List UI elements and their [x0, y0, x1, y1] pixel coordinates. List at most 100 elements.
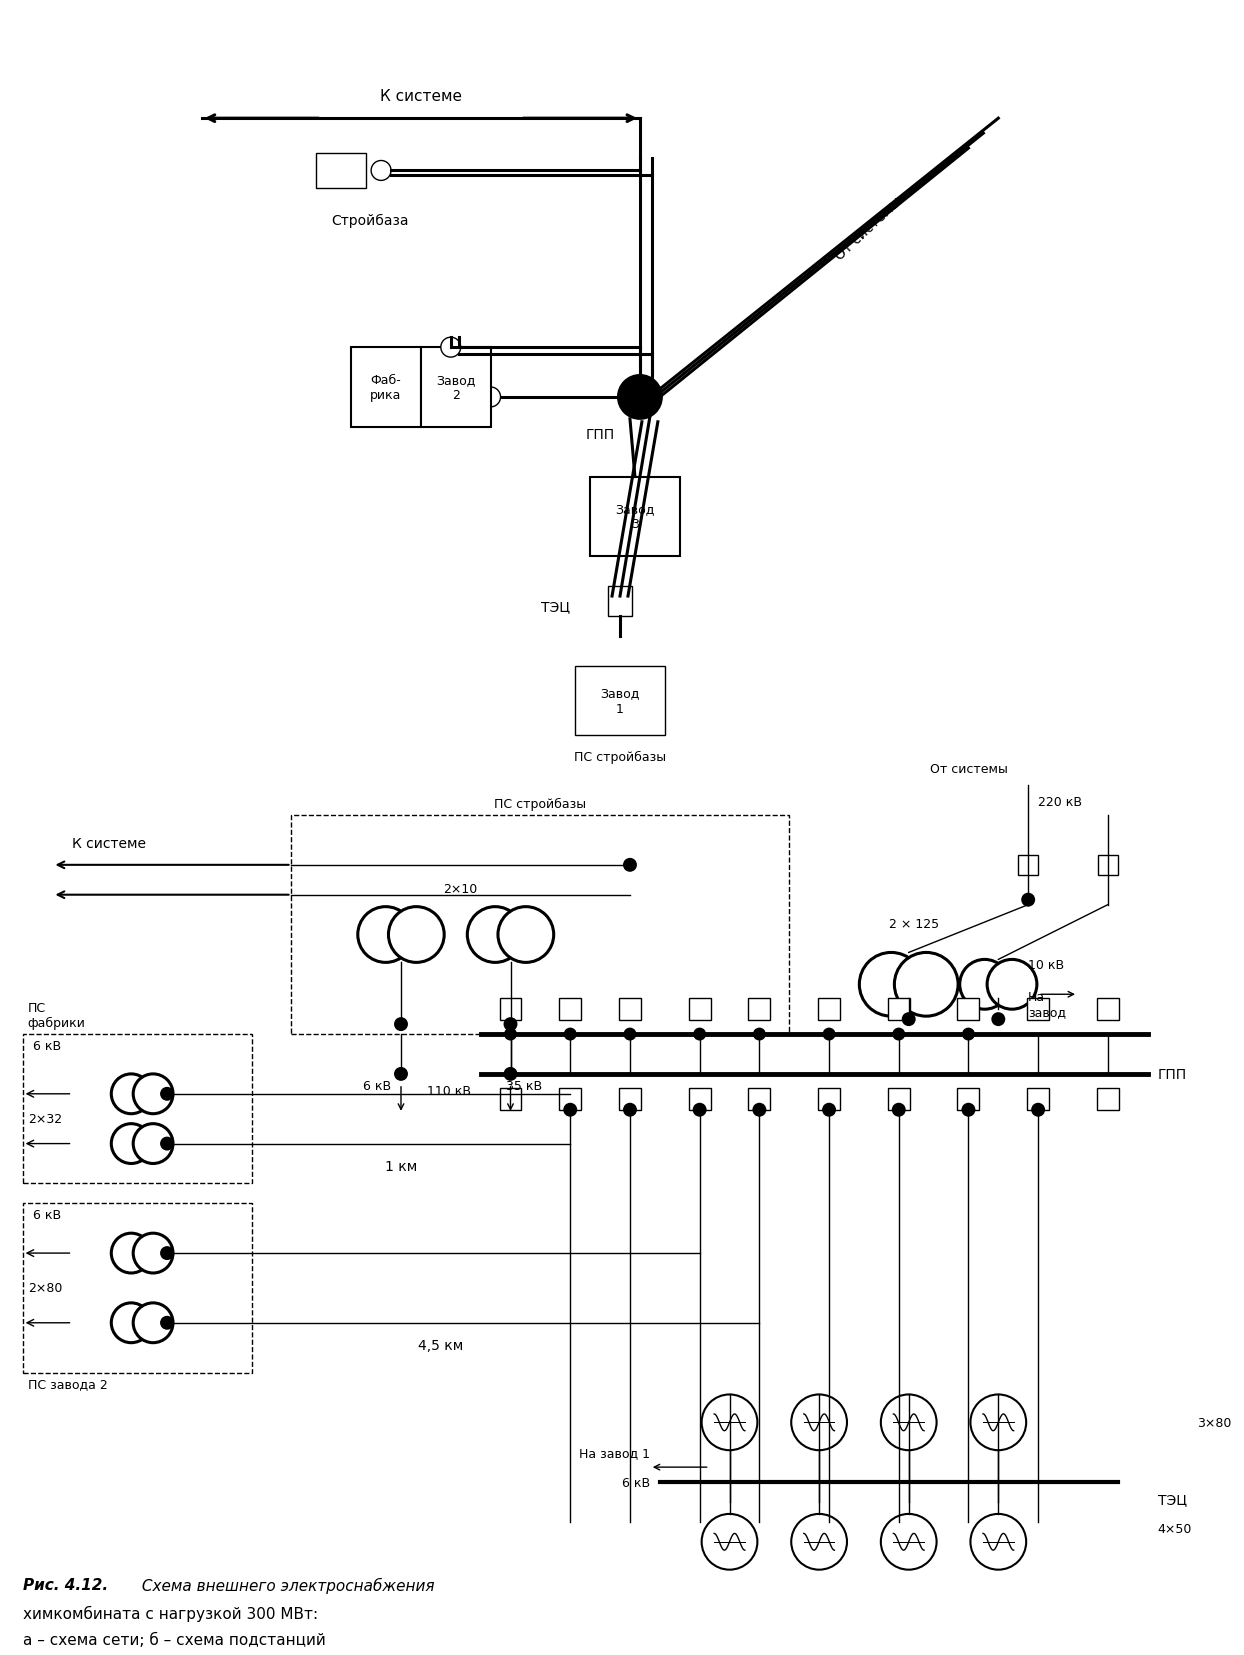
Circle shape [160, 1087, 174, 1101]
Text: ПС стройбазы: ПС стройбазы [494, 798, 586, 811]
Circle shape [133, 1074, 173, 1114]
Circle shape [564, 1104, 577, 1117]
Bar [560, 998, 581, 1021]
Text: К системе: К системе [379, 89, 462, 104]
Circle shape [111, 1124, 151, 1163]
Circle shape [371, 162, 391, 182]
Bar [608, 588, 632, 617]
Circle shape [753, 1104, 766, 1117]
Bar [958, 998, 979, 1021]
Circle shape [160, 1316, 174, 1331]
Text: ПС стройбазы: ПС стройбазы [573, 751, 666, 765]
Text: 1 км: 1 км [384, 1158, 417, 1173]
Text: ТЭЦ: ТЭЦ [541, 599, 570, 614]
Circle shape [791, 1395, 847, 1450]
Text: ПС
фабрики: ПС фабрики [27, 1001, 86, 1029]
Bar [22, 1034, 251, 1183]
Bar [22, 1203, 251, 1372]
Circle shape [623, 1104, 637, 1117]
Text: Рис. 4.12.: Рис. 4.12. [22, 1577, 108, 1592]
Text: 4×50: 4×50 [1158, 1523, 1192, 1534]
Bar [620, 998, 641, 1021]
Circle shape [894, 953, 958, 1016]
Text: 6 кВ: 6 кВ [32, 1039, 61, 1053]
Circle shape [504, 1018, 518, 1031]
Text: 3×80: 3×80 [1198, 1417, 1232, 1428]
Circle shape [970, 1395, 1026, 1450]
Circle shape [991, 1013, 1005, 1026]
Circle shape [822, 1104, 836, 1117]
Circle shape [693, 1028, 707, 1041]
Bar [560, 1089, 581, 1111]
Circle shape [962, 1104, 975, 1117]
Text: 2×32: 2×32 [27, 1112, 62, 1125]
Text: Завод
2: Завод 2 [437, 374, 475, 402]
Circle shape [1021, 894, 1035, 907]
Bar [819, 998, 840, 1021]
Bar [316, 154, 366, 189]
Circle shape [504, 1028, 518, 1041]
Bar [620, 1089, 641, 1111]
Text: От системы: От системы [931, 763, 1009, 776]
Bar [1097, 1089, 1118, 1111]
Text: ГПП: ГПП [1158, 1067, 1187, 1081]
Circle shape [860, 953, 923, 1016]
Circle shape [468, 907, 522, 963]
Circle shape [111, 1074, 151, 1114]
Text: Фаб-
рика: Фаб- рика [371, 374, 402, 402]
Bar [689, 1089, 710, 1111]
Text: Завод
3: Завод 3 [616, 503, 654, 531]
Text: а – схема сети; б – схема подстанций: а – схема сети; б – схема подстанций [22, 1632, 326, 1647]
Circle shape [111, 1233, 151, 1273]
Bar [749, 998, 770, 1021]
Circle shape [822, 1028, 836, 1041]
Bar [500, 1089, 521, 1111]
Circle shape [480, 387, 500, 407]
Circle shape [160, 1137, 174, 1150]
Circle shape [358, 907, 413, 963]
Text: химкомбината с нагрузкой 300 МВт:: химкомбината с нагрузкой 300 МВт: [22, 1605, 317, 1620]
Bar [1028, 1089, 1049, 1111]
Circle shape [702, 1395, 758, 1450]
Bar [888, 1089, 909, 1111]
Text: Стройбаза: Стройбаза [331, 213, 409, 228]
Circle shape [881, 1514, 937, 1569]
Circle shape [133, 1124, 173, 1163]
Circle shape [394, 1018, 408, 1031]
Circle shape [892, 1028, 906, 1041]
Circle shape [111, 1302, 151, 1342]
Bar [888, 998, 909, 1021]
Text: 10 кВ: 10 кВ [1029, 958, 1065, 971]
Bar [819, 1089, 840, 1111]
Circle shape [970, 1514, 1026, 1569]
Circle shape [394, 1067, 408, 1081]
Bar [420, 348, 490, 427]
Bar [1097, 998, 1118, 1021]
Circle shape [133, 1233, 173, 1273]
Circle shape [440, 338, 460, 357]
Text: ГПП: ГПП [586, 427, 615, 442]
Text: 2×80: 2×80 [27, 1281, 62, 1294]
Bar [590, 477, 679, 556]
Bar [1028, 998, 1049, 1021]
Text: 110 кВ: 110 кВ [427, 1084, 470, 1097]
Text: 6 кВ: 6 кВ [32, 1208, 61, 1221]
Bar [1098, 856, 1118, 875]
Bar [689, 998, 710, 1021]
Bar [500, 998, 521, 1021]
Circle shape [1031, 1104, 1045, 1117]
Circle shape [753, 1028, 766, 1041]
Circle shape [986, 960, 1037, 1010]
Text: ТЭЦ: ТЭЦ [1158, 1493, 1187, 1506]
Text: 6 кВ: 6 кВ [622, 1476, 649, 1488]
Circle shape [623, 1028, 637, 1041]
Circle shape [962, 1028, 975, 1041]
Circle shape [693, 1104, 707, 1117]
Text: На завод 1: На завод 1 [578, 1446, 649, 1458]
Text: 4,5 км: 4,5 км [418, 1337, 464, 1352]
Text: ПС завода 2: ПС завода 2 [27, 1377, 107, 1390]
Circle shape [791, 1514, 847, 1569]
Circle shape [959, 960, 1010, 1010]
Text: 6 кВ: 6 кВ [363, 1079, 391, 1092]
Text: От системы: От системы [832, 194, 904, 263]
